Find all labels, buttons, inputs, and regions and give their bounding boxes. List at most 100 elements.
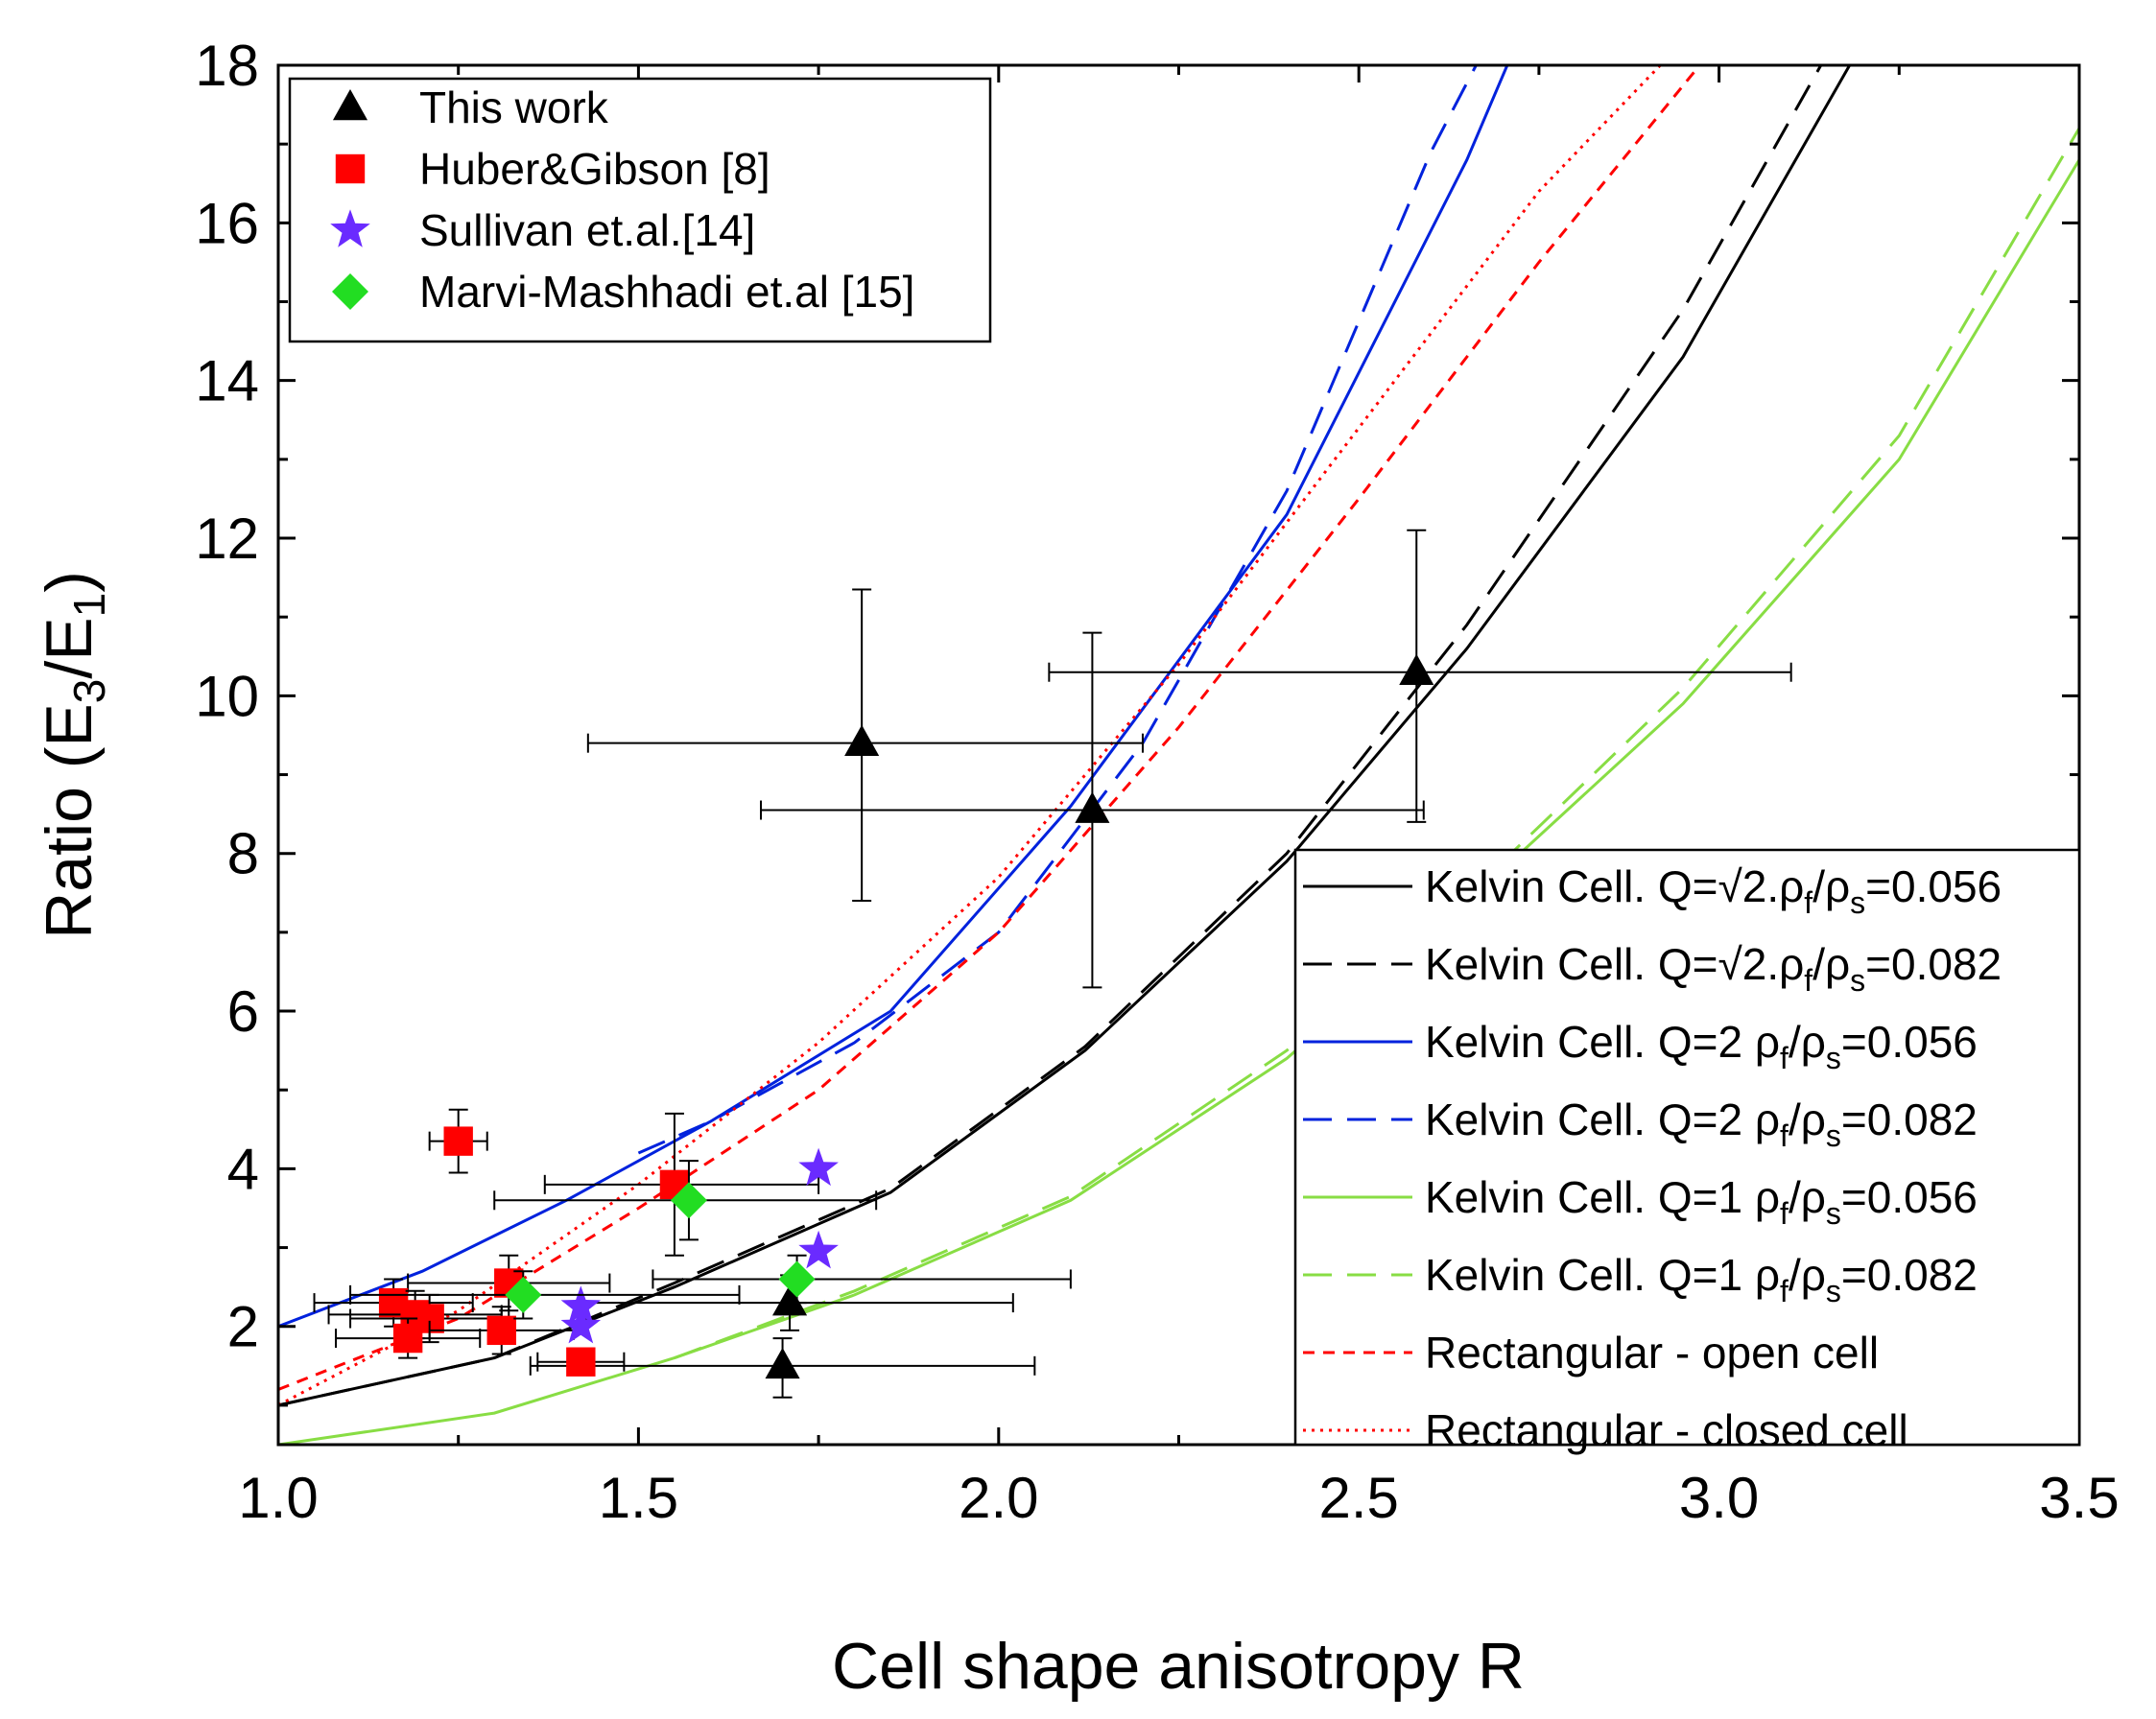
star-marker [798, 1147, 839, 1187]
legend-square-marker [335, 153, 366, 184]
legend-triangle-marker [332, 89, 368, 121]
legend-label-part: Kelvin Cell. Q=1 ρ [1425, 1250, 1780, 1300]
legend-label-part: f [1780, 1119, 1789, 1153]
legend-entry-label: Sullivan et.al.[14] [419, 205, 755, 255]
y-tick-label: 8 [227, 822, 259, 886]
legend-label-part: Kelvin Cell. Q=√2.ρ [1425, 939, 1804, 989]
point-sullivan-et-al-14-4 [560, 1305, 602, 1344]
legend-label-part: /ρ [1812, 939, 1850, 989]
point-marvi-mashhadi-et-al-15-2 [349, 1270, 741, 1320]
point-huber-gibson-8-1 [428, 1108, 488, 1174]
axes: 1.0 1.5 2.0 2.5 3.0 3.5 2 4 6 8 10 12 14 16 18 [195, 34, 2119, 1530]
diamond-marker [670, 1182, 707, 1219]
square-marker [443, 1126, 473, 1156]
point-sullivan-et-al-14-2 [798, 1230, 839, 1269]
legend-label-part: f [1804, 885, 1812, 920]
legend-label-part: =0.082 [1841, 1095, 1978, 1144]
point-this-work-1 [586, 588, 1144, 903]
y-tick-label: 10 [195, 664, 259, 728]
point-legend-box [288, 77, 992, 343]
legend-star-marker [330, 209, 370, 247]
legend-label-part: f [1804, 963, 1812, 998]
x-tick-label: 1.5 [599, 1466, 678, 1530]
triangle-marker [772, 1284, 808, 1316]
curve-kelvin-1-0-056 [278, 158, 2079, 1445]
x-tick-label: 3.0 [1679, 1466, 1759, 1530]
legend-label-part: s [1826, 1119, 1841, 1153]
legend-label-part: =0.056 [1841, 1172, 1978, 1222]
legend-entry-label: This work [419, 82, 609, 132]
legend-label-part: s [1826, 1041, 1841, 1075]
line-legend-box [1293, 848, 2081, 1447]
legend-label-part: =0.056 [1841, 1017, 1978, 1067]
legend-label-part: f [1780, 1274, 1789, 1308]
triangle-marker [844, 724, 880, 756]
point-this-work-3 [1048, 529, 1792, 823]
legend-line-label: Kelvin Cell. Q=1 ρf/ρs=0.056 [1425, 1172, 1978, 1231]
point-huber-gibson-8-9 [536, 1347, 626, 1377]
legend-label-part: s [1850, 885, 1865, 920]
legend-label-part: /ρ [1789, 1017, 1826, 1067]
point-sullivan-et-al-14-3 [560, 1285, 602, 1324]
legend-line-label: Kelvin Cell. Q=1 ρf/ρs=0.082 [1425, 1250, 1978, 1308]
star-marker [798, 1230, 839, 1269]
square-marker [486, 1315, 516, 1346]
y-tick-label: 18 [195, 34, 259, 98]
data-points [313, 529, 1792, 1399]
y-axis-label: Ratio (E3/E1) [33, 571, 114, 939]
y-tick-label: 14 [195, 349, 259, 413]
y-tick-label: 2 [227, 1295, 259, 1359]
legend-label-part: /ρ [1812, 861, 1850, 911]
legend-line-label: Kelvin Cell. Q=2 ρf/ρs=0.056 [1425, 1017, 1978, 1075]
curve-kelvin-2-0-082 [278, 65, 1823, 1407]
y-tick-label: 6 [227, 979, 259, 1044]
legend-entry-label: Marvi-Mashhadi et.al [15] [419, 267, 914, 317]
point-huber-gibson-8-7 [335, 1317, 482, 1359]
point-marvi-mashhadi-et-al-15-3 [652, 1254, 1072, 1305]
curve-kelvin-2-0-056 [278, 65, 1509, 1329]
point-this-work-5 [529, 1337, 1036, 1399]
legend-label-part: Kelvin Cell. Q=1 ρ [1425, 1172, 1780, 1222]
point-legend: This work Huber&Gibson [8] Sullivan et.al.… [288, 77, 992, 343]
y-tick-label: 12 [195, 506, 259, 571]
y-label-sub-1: 1 [64, 593, 114, 618]
legend-label-part: =0.082 [1841, 1250, 1978, 1300]
legend-label-part: s [1826, 1274, 1841, 1308]
legend-line-label: Kelvin Cell. Q=√2.ρf/ρs=0.082 [1425, 939, 2002, 998]
y-tick-label: 4 [227, 1137, 259, 1201]
diamond-marker [505, 1276, 542, 1313]
y-label-sub-3: 3 [64, 679, 114, 704]
legend-label-part: /ρ [1789, 1095, 1826, 1144]
y-tick-label: 16 [195, 191, 259, 255]
legend-label-part: =0.082 [1865, 939, 2002, 989]
legend-diamond-marker [332, 273, 368, 310]
x-tick-label: 3.5 [2039, 1466, 2119, 1530]
point-huber-gibson-8-8 [428, 1306, 575, 1355]
diamond-marker [778, 1260, 816, 1298]
legend-label-part: s [1850, 963, 1865, 998]
legend-line-label: Rectangular - open cell [1425, 1328, 1879, 1378]
legend-line-label: Kelvin Cell. Q=2 ρf/ρs=0.082 [1425, 1095, 1978, 1153]
legend-label-part: s [1826, 1196, 1841, 1231]
point-marvi-mashhadi-et-al-15-1 [493, 1160, 878, 1241]
y-label-main: Ratio (E [33, 703, 106, 939]
square-marker [566, 1347, 596, 1377]
triangle-marker [1075, 791, 1110, 823]
legend-label-part: /ρ [1789, 1250, 1826, 1300]
star-marker [560, 1285, 602, 1324]
y-label-end: ) [33, 571, 106, 593]
legend-label-part: Kelvin Cell. Q=2 ρ [1425, 1017, 1780, 1067]
triangle-marker [1399, 653, 1434, 686]
legend-label-part: f [1780, 1041, 1789, 1075]
point-sullivan-et-al-14-1 [798, 1147, 839, 1187]
square-marker [392, 1323, 423, 1354]
curve-kelvin-1-0-082 [674, 127, 2079, 1360]
legend-label-part: f [1780, 1196, 1789, 1231]
legend-label-part: /ρ [1789, 1172, 1826, 1222]
legend-entry-label: Huber&Gibson [8] [419, 144, 770, 194]
triangle-marker [765, 1347, 800, 1379]
legend-label-part: Kelvin Cell. Q=√2.ρ [1425, 861, 1804, 911]
legend-label-part: Kelvin Cell. Q=2 ρ [1425, 1095, 1780, 1144]
